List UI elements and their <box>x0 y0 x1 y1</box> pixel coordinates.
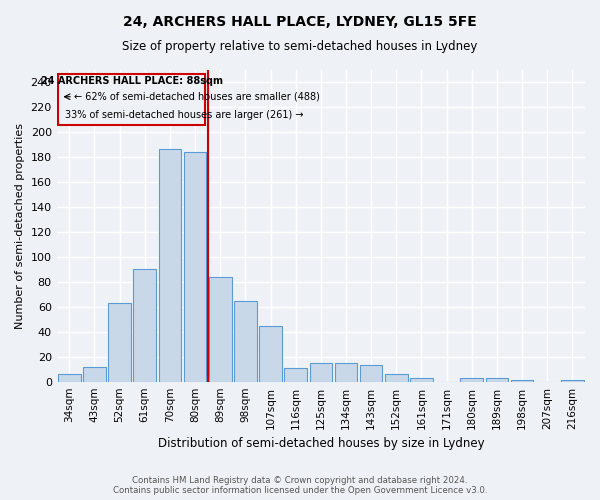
Bar <box>360 366 382 382</box>
X-axis label: Distribution of semi-detached houses by size in Lydney: Distribution of semi-detached houses by … <box>158 437 484 450</box>
Y-axis label: Number of semi-detached properties: Number of semi-detached properties <box>15 123 25 329</box>
Text: 24, ARCHERS HALL PLACE, LYDNEY, GL15 5FE: 24, ARCHERS HALL PLACE, LYDNEY, GL15 5FE <box>123 15 477 29</box>
Text: ← 62% of semi-detached houses are smaller (488): ← 62% of semi-detached houses are smalle… <box>74 92 320 102</box>
Bar <box>561 380 584 382</box>
Bar <box>158 148 181 382</box>
Bar <box>485 378 508 382</box>
Bar <box>58 374 80 382</box>
Bar <box>410 378 433 382</box>
Bar <box>184 152 206 382</box>
Bar <box>310 363 332 382</box>
Bar <box>58 74 205 125</box>
Text: Contains HM Land Registry data © Crown copyright and database right 2024.
Contai: Contains HM Land Registry data © Crown c… <box>113 476 487 495</box>
Text: 24 ARCHERS HALL PLACE: 88sqm: 24 ARCHERS HALL PLACE: 88sqm <box>41 76 223 86</box>
Bar <box>83 366 106 382</box>
Bar <box>133 270 156 382</box>
Text: Size of property relative to semi-detached houses in Lydney: Size of property relative to semi-detach… <box>122 40 478 53</box>
Bar <box>385 374 407 382</box>
Bar <box>108 303 131 382</box>
Text: 33% of semi-detached houses are larger (261) →: 33% of semi-detached houses are larger (… <box>65 110 304 120</box>
Bar <box>209 277 232 382</box>
Bar <box>259 326 282 382</box>
Bar <box>284 368 307 382</box>
Bar <box>460 378 483 382</box>
Bar <box>511 380 533 382</box>
Bar <box>335 363 358 382</box>
Bar <box>234 300 257 382</box>
